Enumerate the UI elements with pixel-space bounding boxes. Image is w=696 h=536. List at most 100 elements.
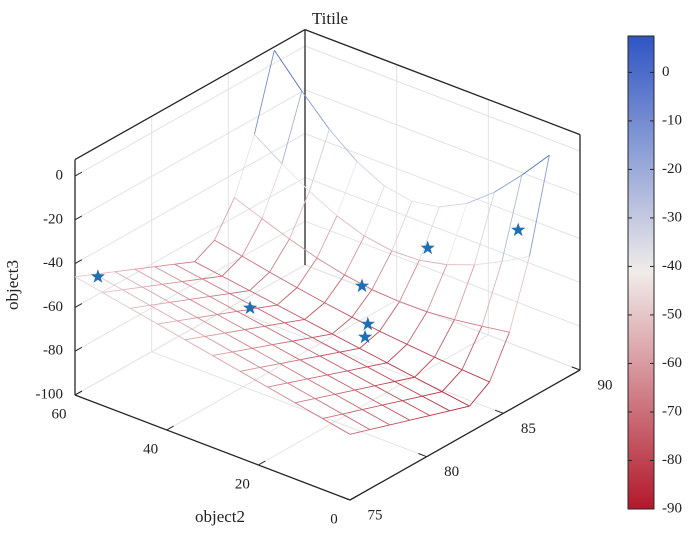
tick-mark — [74, 346, 83, 352]
mesh-line — [342, 409, 363, 415]
mesh-line — [316, 215, 338, 259]
mesh-line — [309, 190, 338, 217]
mesh-line — [466, 191, 495, 204]
mesh-line — [212, 351, 233, 356]
mesh-line — [399, 260, 420, 302]
mesh-line — [379, 301, 400, 332]
mesh-line — [366, 366, 395, 382]
mesh-line — [386, 362, 415, 378]
tick-mark — [494, 409, 504, 414]
mesh-line — [279, 363, 308, 380]
y-tick-label: 40 — [143, 441, 158, 457]
mesh-line — [331, 316, 353, 335]
mesh-line — [434, 356, 463, 371]
mesh-line — [232, 347, 253, 353]
grid-line — [304, 133, 581, 240]
mesh-line — [402, 395, 423, 402]
grid-line — [151, 351, 427, 458]
grid-line — [304, 45, 581, 152]
colorbar-tick-label: -30 — [662, 209, 682, 225]
mesh-line — [359, 347, 388, 364]
mesh-line — [322, 418, 351, 435]
mesh-line — [134, 268, 163, 285]
mesh-line — [269, 238, 290, 273]
mesh-line — [336, 161, 358, 216]
mesh-line — [184, 339, 213, 356]
mesh-line — [102, 289, 123, 293]
mesh-line — [386, 343, 408, 364]
mesh-line — [394, 376, 415, 382]
y-axis-label: object2 — [195, 507, 245, 526]
mesh-line — [122, 289, 151, 306]
mesh-line — [461, 326, 483, 370]
mesh-line — [272, 340, 293, 346]
tick-mark — [418, 453, 427, 458]
mesh-line — [344, 235, 365, 276]
mesh-line — [446, 203, 468, 265]
colorbar-tick-label: -50 — [662, 306, 682, 322]
mesh-line — [209, 296, 238, 312]
mesh-line — [382, 400, 403, 406]
mesh-line — [328, 128, 358, 162]
mesh-line — [177, 317, 198, 322]
mesh-line — [421, 395, 450, 412]
mesh-line — [322, 413, 343, 419]
mesh-line — [169, 301, 198, 319]
mesh-line — [253, 50, 275, 135]
tick-mark — [258, 460, 266, 466]
mesh-line — [259, 363, 280, 368]
mesh-line — [294, 402, 323, 419]
mesh-line — [334, 393, 363, 410]
mesh-line — [267, 382, 288, 388]
axis-box — [304, 28, 581, 136]
mesh-line — [189, 299, 218, 315]
axis-box — [74, 29, 306, 161]
mesh-line — [264, 325, 293, 342]
mesh-line — [409, 415, 430, 421]
mesh-line — [287, 378, 308, 384]
x-tick-label: 75 — [368, 507, 383, 523]
mesh-line — [364, 235, 393, 252]
mesh-line — [426, 264, 448, 312]
mesh-line — [314, 393, 335, 399]
tick-mark — [341, 496, 351, 501]
mesh-line — [319, 351, 340, 357]
mesh-line — [239, 367, 261, 372]
mesh-line — [312, 333, 333, 338]
mesh-line — [229, 290, 250, 294]
mesh-line — [292, 337, 313, 342]
mesh-line — [174, 261, 195, 265]
mesh-line — [162, 283, 191, 300]
mesh-line — [391, 201, 413, 252]
mesh-line — [284, 319, 305, 324]
mesh-line — [157, 320, 178, 325]
mesh-line — [149, 304, 178, 322]
mesh-line — [301, 90, 330, 130]
mesh-line — [414, 376, 443, 393]
mesh-line — [273, 49, 303, 92]
mesh-line — [129, 304, 150, 309]
mesh-line — [224, 332, 253, 349]
mesh-line — [102, 292, 131, 309]
mesh-line — [304, 302, 325, 320]
mesh-line — [419, 259, 447, 266]
mesh-line — [391, 250, 420, 261]
mesh-line — [154, 263, 175, 268]
grid-line — [304, 176, 581, 283]
mesh-line — [224, 329, 245, 334]
grid-line — [74, 45, 306, 177]
mesh-line — [382, 404, 411, 421]
mesh-line — [194, 239, 215, 263]
mesh-line — [281, 163, 310, 192]
mesh-line — [212, 355, 241, 372]
mesh-line — [339, 351, 368, 368]
grid-line — [74, 264, 306, 396]
mesh-line — [362, 409, 391, 426]
mesh-line — [314, 398, 343, 415]
mesh-line — [299, 355, 320, 361]
mesh-line — [351, 289, 373, 318]
mesh-line — [257, 304, 278, 309]
mesh-line — [426, 311, 455, 321]
mesh-line — [307, 378, 336, 395]
